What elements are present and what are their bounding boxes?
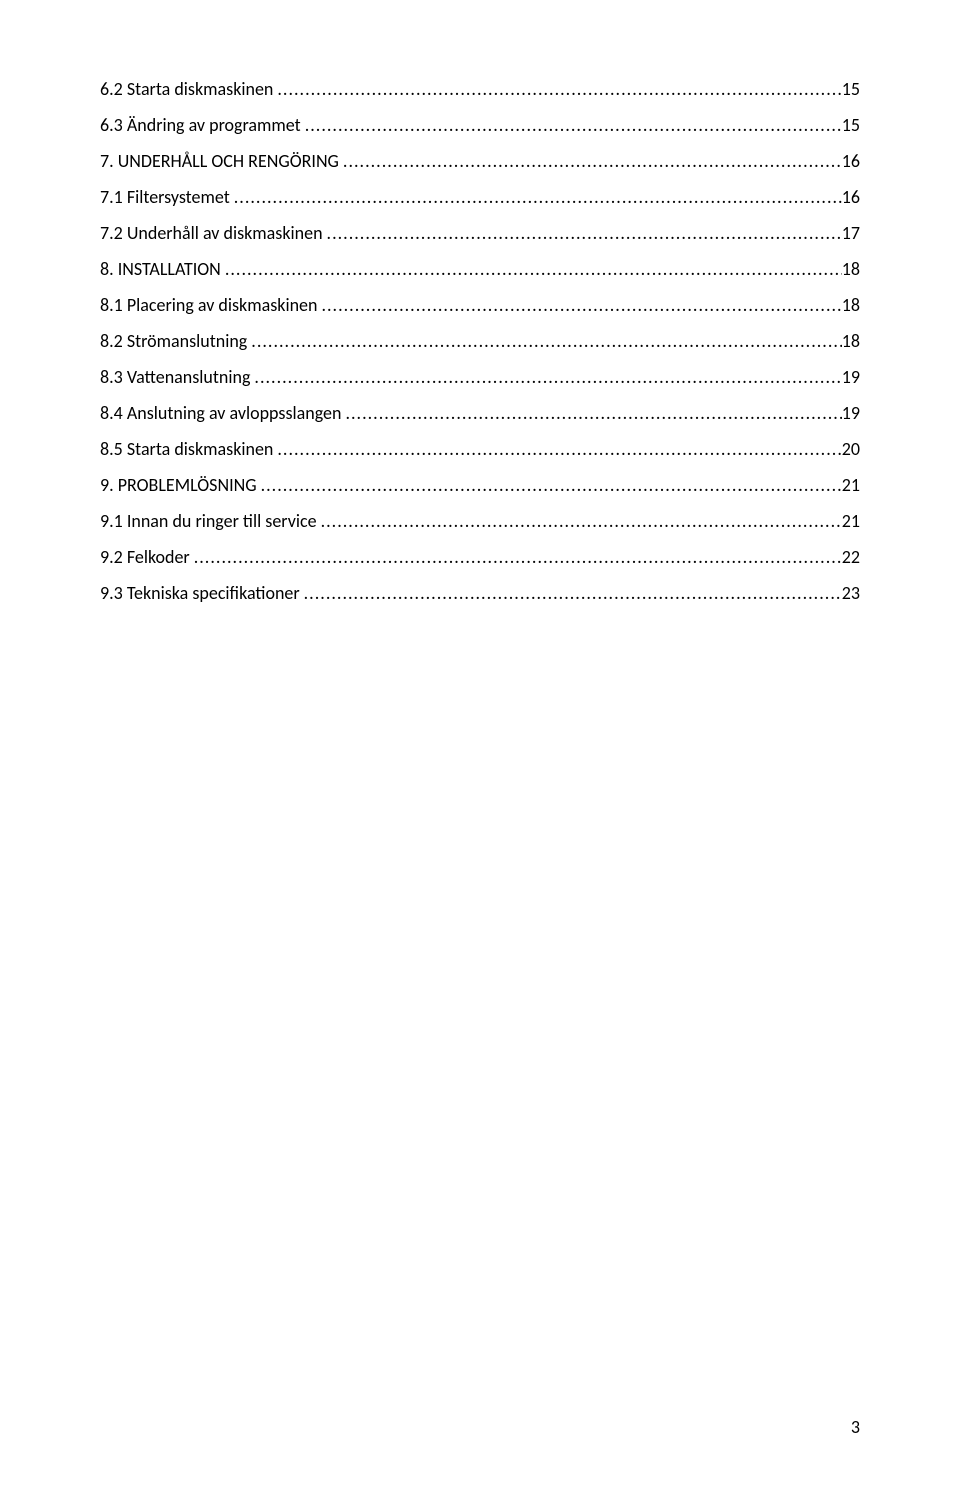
toc-leader: ........................................… [247, 330, 841, 352]
toc-entry: 7.2 Underhåll av diskmaskinen ..........… [100, 222, 860, 244]
toc-entry: 7.1 Filtersystemet .....................… [100, 186, 860, 208]
toc-leader: ........................................… [317, 294, 841, 316]
toc-text: 7. UNDERHÅLL OCH RENGÖRING [100, 150, 339, 172]
toc-page: 23 [842, 582, 860, 604]
toc-entry: 8.2 Strömanslutning ....................… [100, 330, 860, 352]
toc-entry: 9.1 Innan du ringer till service .......… [100, 510, 860, 532]
toc-page: 18 [842, 294, 860, 316]
toc-page: 18 [842, 258, 860, 280]
toc-page: 22 [842, 546, 860, 568]
toc-leader: ........................................… [273, 78, 841, 100]
toc-leader: ........................................… [257, 474, 842, 496]
toc-page: 19 [842, 366, 860, 388]
toc-container: 6.2 Starta diskmaskinen ................… [100, 78, 860, 604]
toc-page: 20 [842, 438, 860, 460]
toc-leader: ........................................… [190, 546, 842, 568]
toc-entry: 8.4 Anslutning av avloppsslangen .......… [100, 402, 860, 424]
toc-entry: 6.3 Ändring av programmet ..............… [100, 114, 860, 136]
toc-leader: ........................................… [221, 258, 842, 280]
toc-text: 9.1 Innan du ringer till service [100, 510, 317, 532]
toc-entry: 9.3 Tekniska specifikationer ...........… [100, 582, 860, 604]
toc-leader: ........................................… [317, 510, 842, 532]
toc-entry: 6.2 Starta diskmaskinen ................… [100, 78, 860, 100]
toc-leader: ........................................… [230, 186, 842, 208]
toc-text: 7.1 Filtersystemet [100, 186, 230, 208]
toc-entry: 7. UNDERHÅLL OCH RENGÖRING .............… [100, 150, 860, 172]
toc-entry: 8.3 Vattenanslutning ...................… [100, 366, 860, 388]
toc-text: 8. INSTALLATION [100, 258, 221, 280]
toc-page: 16 [842, 186, 860, 208]
toc-page: 17 [842, 222, 860, 244]
toc-text: 6.3 Ändring av programmet [100, 114, 301, 136]
toc-text: 6.2 Starta diskmaskinen [100, 78, 273, 100]
toc-text: 8.1 Placering av diskmaskinen [100, 294, 317, 316]
toc-page: 15 [842, 78, 860, 100]
toc-leader: ........................................… [323, 222, 842, 244]
toc-leader: ........................................… [301, 114, 842, 136]
toc-page: 18 [842, 330, 860, 352]
toc-text: 9.3 Tekniska specifikationer [100, 582, 300, 604]
toc-leader: ........................................… [341, 402, 841, 424]
toc-text: 7.2 Underhåll av diskmaskinen [100, 222, 323, 244]
toc-page: 21 [842, 510, 860, 532]
toc-leader: ........................................… [273, 438, 841, 460]
toc-page: 16 [842, 150, 860, 172]
toc-text: 8.3 Vattenanslutning [100, 366, 250, 388]
page-number: 3 [851, 1416, 860, 1438]
toc-entry: 9. PROBLEMLÖSNING ......................… [100, 474, 860, 496]
toc-text: 8.4 Anslutning av avloppsslangen [100, 402, 341, 424]
toc-page: 15 [842, 114, 860, 136]
toc-text: 8.5 Starta diskmaskinen [100, 438, 273, 460]
toc-entry: 8.5 Starta diskmaskinen ................… [100, 438, 860, 460]
toc-leader: ........................................… [300, 582, 842, 604]
toc-text: 8.2 Strömanslutning [100, 330, 247, 352]
toc-text: 9.2 Felkoder [100, 546, 190, 568]
toc-leader: ........................................… [250, 366, 841, 388]
toc-entry: 8.1 Placering av diskmaskinen ..........… [100, 294, 860, 316]
toc-text: 9. PROBLEMLÖSNING [100, 474, 257, 496]
toc-page: 21 [842, 474, 860, 496]
toc-entry: 9.2 Felkoder ...........................… [100, 546, 860, 568]
toc-leader: ........................................… [339, 150, 842, 172]
toc-page: 19 [842, 402, 860, 424]
toc-entry: 8. INSTALLATION ........................… [100, 258, 860, 280]
